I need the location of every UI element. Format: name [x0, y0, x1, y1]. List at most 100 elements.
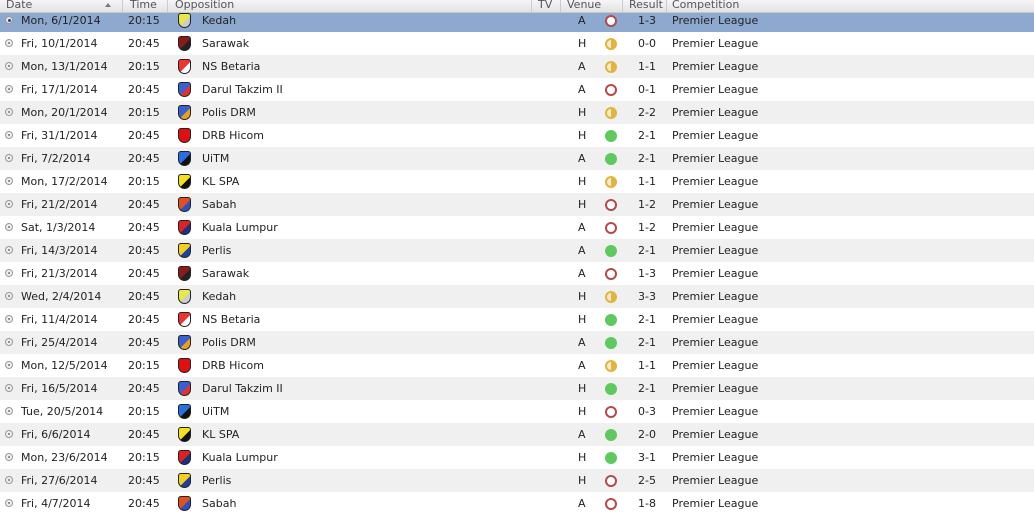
opposition[interactable]: UiTM: [202, 405, 230, 418]
result: 1-1: [638, 175, 656, 188]
select-radio[interactable]: [5, 338, 13, 346]
column-header[interactable]: Time: [130, 0, 157, 11]
opposition[interactable]: Sarawak: [202, 267, 250, 280]
select-radio[interactable]: [5, 269, 13, 277]
fixture-row[interactable]: Wed, 2/4/2014 20:45 Kedah H 3-3 Premier Leagu…: [0, 285, 1034, 308]
column-header[interactable]: Venue: [567, 0, 602, 11]
result-icon: [605, 222, 617, 234]
date: Fri, 31/1/2014: [21, 129, 98, 142]
result: 0-1: [638, 83, 656, 96]
venue: H: [578, 382, 587, 395]
fixture-row[interactable]: Sat, 1/3/2014 20:45 Kuala Lumpur A 1-2 Premie…: [0, 216, 1034, 239]
fixture-row[interactable]: Fri, 17/1/2014 20:45 Darul Takzim II A 0-1 Pr…: [0, 78, 1034, 101]
result-icon: [605, 15, 617, 27]
venue: A: [578, 221, 586, 234]
fixture-row[interactable]: Fri, 7/2/2014 20:45 UiTM A 2-1 Premier League: [0, 147, 1034, 170]
opposition[interactable]: Darul Takzim II: [202, 382, 283, 395]
opposition[interactable]: Polis DRM: [202, 106, 256, 119]
competition: Premier League: [672, 290, 759, 303]
fixture-row[interactable]: Fri, 14/3/2014 20:45 Perlis A 2-1 Premier Lea…: [0, 239, 1034, 262]
opposition[interactable]: KL SPA: [202, 175, 240, 188]
column-header[interactable]: Result: [629, 0, 663, 11]
select-radio[interactable]: [5, 154, 13, 162]
date: Mon, 20/1/2014: [21, 106, 108, 119]
opposition[interactable]: KL SPA: [202, 428, 240, 441]
time: 20:45: [128, 221, 160, 234]
fixture-row[interactable]: Fri, 21/2/2014 20:45 Sabah H 1-2 Premier Leag…: [0, 193, 1034, 216]
fixture-row[interactable]: Mon, 13/1/2014 20:15 NS Betaria A 1-1 Premier…: [0, 55, 1034, 78]
select-radio[interactable]: [5, 292, 13, 300]
time: 20:15: [128, 175, 160, 188]
fixture-row[interactable]: Fri, 4/7/2014 20:45 Sabah A 1-8 Premier Leagu…: [0, 492, 1034, 515]
date: Sat, 1/3/2014: [21, 221, 96, 234]
opposition[interactable]: NS Betaria: [202, 60, 261, 73]
fixture-row[interactable]: Fri, 10/1/2014 20:45 Sarawak H 0-0 Premier Le…: [0, 32, 1034, 55]
venue: A: [578, 244, 586, 257]
team-crest: [178, 36, 191, 51]
result: 2-0: [638, 428, 656, 441]
select-radio[interactable]: [5, 407, 13, 415]
select-radio[interactable]: [5, 499, 13, 507]
select-radio[interactable]: [5, 361, 13, 369]
column-header[interactable]: Competition: [672, 0, 740, 11]
opposition[interactable]: DRB Hicom: [202, 359, 264, 372]
opposition[interactable]: Sarawak: [202, 37, 250, 50]
fixture-row[interactable]: Fri, 31/1/2014 20:45 DRB Hicom H 2-1 Premier …: [0, 124, 1034, 147]
date: Mon, 12/5/2014: [21, 359, 108, 372]
select-radio[interactable]: [5, 476, 13, 484]
select-radio[interactable]: [5, 62, 13, 70]
select-radio[interactable]: [5, 246, 13, 254]
select-radio[interactable]: [5, 131, 13, 139]
opposition[interactable]: Kedah: [202, 290, 237, 303]
select-radio[interactable]: [5, 223, 13, 231]
competition: Premier League: [672, 83, 759, 96]
fixture-row[interactable]: Mon, 20/1/2014 20:15 Polis DRM H 2-2 Premier …: [0, 101, 1034, 124]
venue: H: [578, 313, 587, 326]
opposition[interactable]: Polis DRM: [202, 336, 256, 349]
fixture-row[interactable]: Fri, 6/6/2014 20:45 KL SPA A 2-0 Premier Leag…: [0, 423, 1034, 446]
select-radio[interactable]: [5, 85, 13, 93]
fixture-row[interactable]: Mon, 12/5/2014 20:15 DRB Hicom A 1-1 Premier …: [0, 354, 1034, 377]
column-header[interactable]: Opposition: [175, 0, 235, 11]
select-radio[interactable]: [5, 39, 13, 47]
fixture-row[interactable]: Fri, 16/5/2014 20:45 Darul Takzim II H 2-1 Pr…: [0, 377, 1034, 400]
select-radio[interactable]: [5, 453, 13, 461]
opposition[interactable]: Perlis: [202, 474, 232, 487]
select-radio[interactable]: [5, 108, 13, 116]
result-icon: [605, 61, 617, 73]
competition: Premier League: [672, 198, 759, 211]
select-radio[interactable]: [5, 315, 13, 323]
result-icon: [605, 475, 617, 487]
opposition[interactable]: Perlis: [202, 244, 232, 257]
column-header[interactable]: Date: [6, 0, 33, 11]
time: 20:45: [128, 152, 160, 165]
opposition[interactable]: DRB Hicom: [202, 129, 264, 142]
team-crest: [178, 427, 191, 442]
opposition[interactable]: Sabah: [202, 497, 237, 510]
team-crest: [178, 358, 191, 373]
column-header[interactable]: TV: [538, 0, 553, 11]
result-icon: [605, 38, 617, 50]
select-radio[interactable]: [5, 430, 13, 438]
fixture-row[interactable]: Mon, 17/2/2014 20:15 KL SPA H 1-1 Premier Lea…: [0, 170, 1034, 193]
fixture-row[interactable]: Fri, 21/3/2014 20:45 Sarawak A 1-3 Premier Le…: [0, 262, 1034, 285]
fixture-row[interactable]: Mon, 23/6/2014 20:15 Kuala Lumpur H 3-1 Premi…: [0, 446, 1034, 469]
opposition[interactable]: NS Betaria: [202, 313, 261, 326]
fixture-row[interactable]: Fri, 11/4/2014 20:45 NS Betaria H 2-1 Premier…: [0, 308, 1034, 331]
fixture-row[interactable]: Mon, 6/1/2014 20:15 Kedah A 1-3 Premier Leagu…: [0, 9, 1034, 32]
fixture-row[interactable]: Fri, 27/6/2014 20:45 Perlis H 2-5 Premier Lea…: [0, 469, 1034, 492]
opposition[interactable]: UiTM: [202, 152, 230, 165]
select-radio[interactable]: [5, 16, 13, 24]
sort-arrow: [105, 3, 111, 7]
fixture-row[interactable]: Fri, 25/4/2014 20:45 Polis DRM A 2-1 Premier …: [0, 331, 1034, 354]
team-crest: [178, 128, 191, 143]
opposition[interactable]: Darul Takzim II: [202, 83, 283, 96]
fixture-row[interactable]: Tue, 20/5/2014 20:15 UiTM H 0-3 Premier Leagu…: [0, 400, 1034, 423]
opposition[interactable]: Kedah: [202, 14, 237, 27]
select-radio[interactable]: [5, 177, 13, 185]
opposition[interactable]: Kuala Lumpur: [202, 221, 278, 234]
select-radio[interactable]: [5, 200, 13, 208]
opposition[interactable]: Sabah: [202, 198, 237, 211]
select-radio[interactable]: [5, 384, 13, 392]
opposition[interactable]: Kuala Lumpur: [202, 451, 278, 464]
